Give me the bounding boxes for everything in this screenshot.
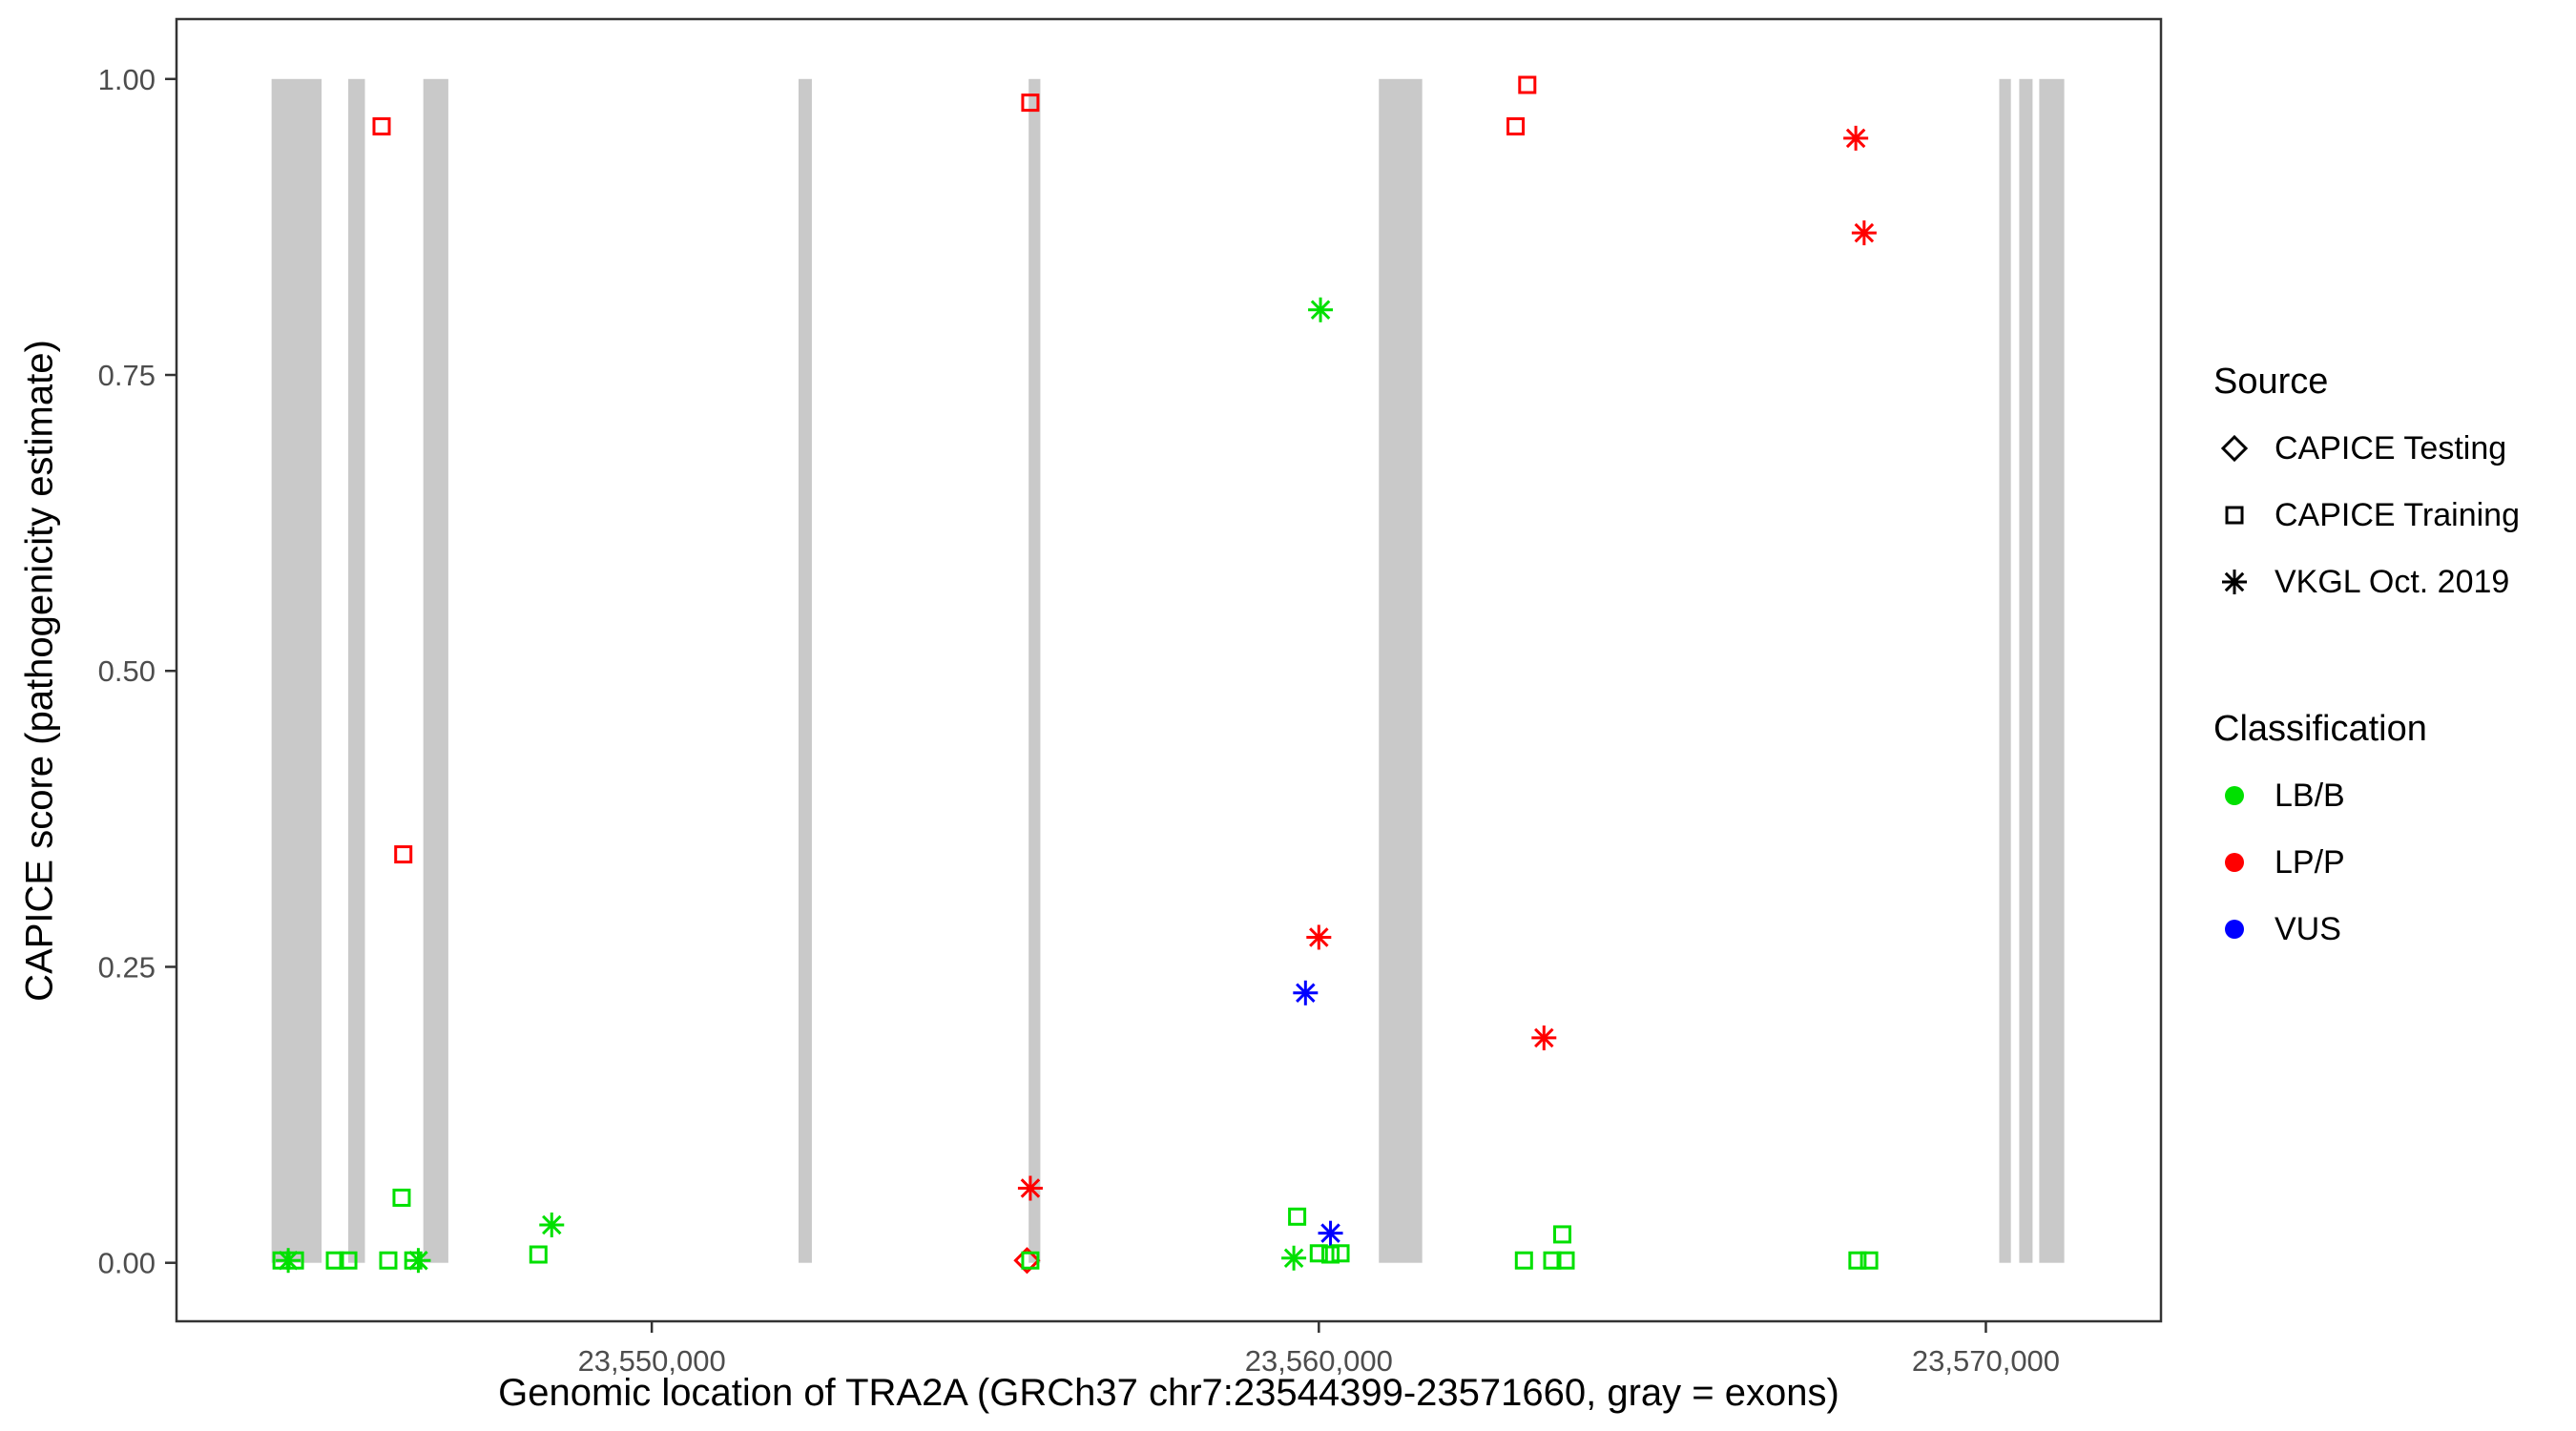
data-point-asterisk bbox=[1308, 297, 1334, 322]
legend-item-vkgl: VKGL Oct. 2019 bbox=[2213, 561, 2566, 603]
diamond-icon bbox=[2213, 427, 2255, 469]
panel-border bbox=[175, 17, 2163, 1323]
x-axis-title: Genomic location of TRA2A (GRCh37 chr7:2… bbox=[498, 1372, 1839, 1414]
data-point-square bbox=[1514, 1251, 1533, 1270]
legend-item-vus: VUS bbox=[2213, 908, 2566, 950]
data-point-square bbox=[1021, 1251, 1040, 1270]
exon-band bbox=[271, 78, 322, 1263]
legend-classification-title: Classification bbox=[2213, 709, 2427, 749]
legend-item-label: LP/P bbox=[2275, 843, 2345, 881]
y-tick-label: 0.75 bbox=[98, 359, 156, 392]
blue-dot-icon bbox=[2213, 908, 2255, 950]
data-point-square bbox=[379, 1251, 398, 1270]
legend-source-title: Source bbox=[2213, 362, 2329, 402]
square-icon bbox=[2213, 494, 2255, 536]
y-tick-label: 0.00 bbox=[98, 1247, 156, 1280]
legend-item-label: CAPICE Training bbox=[2275, 496, 2520, 533]
data-point-square bbox=[1556, 1251, 1575, 1270]
data-point-square bbox=[1288, 1207, 1307, 1226]
legend-item-capice-training: CAPICE Training bbox=[2213, 494, 2566, 536]
legend-source-section: Source CAPICE Testing CAPICE Training VK… bbox=[2213, 361, 2566, 603]
data-point-square bbox=[285, 1251, 304, 1270]
exon-band bbox=[1379, 78, 1423, 1263]
exon-band bbox=[1028, 78, 1041, 1263]
data-point-square bbox=[392, 1188, 411, 1207]
data-point-square bbox=[1321, 1245, 1340, 1264]
legend-item-lpp: LP/P bbox=[2213, 841, 2566, 883]
y-axis-title: CAPICE score (pathogenicity estimate) bbox=[18, 340, 61, 1002]
data-point-square bbox=[1859, 1251, 1879, 1270]
legend-classification-section: Classification LB/B LP/P VUS bbox=[2213, 708, 2566, 950]
data-point-square bbox=[394, 845, 413, 864]
exon-band bbox=[348, 78, 365, 1263]
data-point-square bbox=[339, 1251, 358, 1270]
data-point-asterisk bbox=[1017, 1175, 1043, 1201]
red-dot-icon bbox=[2213, 841, 2255, 883]
data-point-square bbox=[1506, 116, 1526, 135]
data-point-asterisk bbox=[1318, 1220, 1343, 1246]
x-tick-label: 23,560,000 bbox=[1245, 1344, 1393, 1378]
exon-band bbox=[798, 78, 812, 1263]
legend-item-label: CAPICE Testing bbox=[2275, 429, 2507, 467]
data-point-square bbox=[1543, 1251, 1562, 1270]
data-point-asterisk bbox=[1531, 1025, 1557, 1050]
data-point-diamond bbox=[1013, 1247, 1041, 1275]
legend: Source CAPICE Testing CAPICE Training VK… bbox=[2213, 361, 2566, 950]
data-point-square bbox=[529, 1245, 548, 1264]
y-tick-label: 0.25 bbox=[98, 950, 156, 984]
legend-item-label: LB/B bbox=[2275, 777, 2345, 814]
x-tick-label: 23,550,000 bbox=[578, 1344, 726, 1378]
data-point-square bbox=[325, 1251, 344, 1270]
data-point-square bbox=[1309, 1244, 1328, 1263]
data-point-square bbox=[1518, 75, 1537, 94]
exon-band bbox=[2039, 78, 2065, 1263]
exon-band bbox=[2019, 78, 2033, 1263]
exon-band bbox=[423, 78, 448, 1263]
data-point-square bbox=[1553, 1225, 1572, 1244]
data-point-asterisk bbox=[1293, 980, 1319, 1006]
data-point-asterisk bbox=[1851, 220, 1877, 246]
legend-item-label: VKGL Oct. 2019 bbox=[2275, 563, 2510, 600]
legend-item-capice-testing: CAPICE Testing bbox=[2213, 427, 2566, 469]
asterisk-icon bbox=[2213, 561, 2255, 603]
data-point-square bbox=[372, 116, 391, 135]
legend-item-label: VUS bbox=[2275, 910, 2341, 947]
x-tick-label: 23,570,000 bbox=[1912, 1344, 2060, 1378]
data-point-asterisk bbox=[1306, 924, 1332, 950]
data-point-square bbox=[272, 1251, 291, 1270]
y-tick-label: 0.50 bbox=[98, 654, 156, 688]
legend-item-lbb: LB/B bbox=[2213, 775, 2566, 817]
data-point-square bbox=[1848, 1251, 1867, 1270]
data-point-square bbox=[404, 1251, 423, 1270]
green-dot-icon bbox=[2213, 775, 2255, 817]
data-point-square bbox=[1021, 93, 1040, 113]
data-point-asterisk bbox=[1281, 1245, 1307, 1271]
data-point-asterisk bbox=[1843, 125, 1869, 151]
data-point-asterisk bbox=[539, 1212, 565, 1237]
data-point-square bbox=[1331, 1244, 1350, 1263]
exon-band bbox=[1999, 78, 2011, 1263]
y-tick-label: 1.00 bbox=[98, 63, 156, 96]
